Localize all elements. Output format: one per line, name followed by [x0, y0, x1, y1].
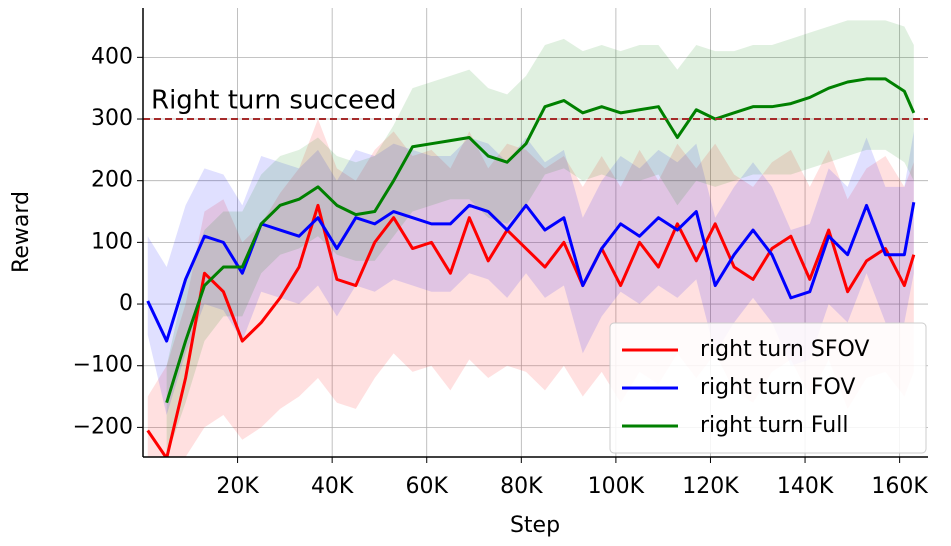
series-line: [146, 203, 916, 457]
band: [166, 20, 914, 457]
x-axis-label: Step: [510, 513, 560, 538]
x-tick-label: 160K: [871, 474, 928, 499]
x-tick-label: 120K: [682, 474, 739, 499]
y-axis-label: Reward: [9, 191, 34, 273]
legend-label: right turn Full: [700, 413, 848, 438]
annotation: Right turn succeed: [151, 86, 397, 116]
legend: right turn SFOV right turn FOV right turn …: [609, 322, 927, 454]
y-tick-label: −200: [73, 414, 133, 439]
series-line: [165, 77, 916, 404]
x-tick-label: 40K: [311, 474, 354, 499]
y-tick-label: 200: [91, 168, 133, 193]
x-tick-label: 20K: [216, 474, 259, 499]
y-tick-label: 0: [119, 291, 133, 316]
plot: [146, 20, 916, 457]
legend-box: [609, 322, 927, 454]
series-line: [146, 202, 916, 343]
y-tick-label: 300: [91, 106, 133, 131]
legend-label: right turn FOV: [700, 375, 855, 400]
band: [147, 119, 914, 457]
x-tick-label: 100K: [588, 474, 645, 499]
legend-label: right turn SFOV: [700, 337, 869, 362]
x-tick-label: 60K: [406, 474, 449, 499]
y-tick-label: 400: [91, 44, 133, 69]
x-tick-label: 140K: [777, 474, 834, 499]
band: [147, 131, 914, 416]
y-tick-label: −100: [73, 353, 133, 378]
x-tick-label: 80K: [500, 474, 543, 499]
y-tick-label: 100: [91, 229, 133, 254]
